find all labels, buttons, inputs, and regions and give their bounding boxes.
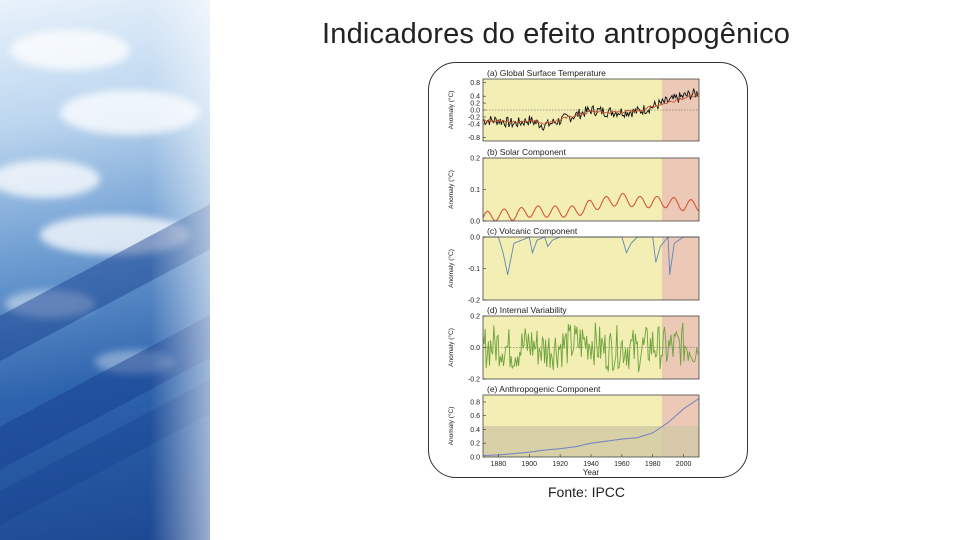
y-tick-label: 0.8 — [470, 399, 480, 406]
y-axis-label: Anomaly (°C) — [447, 91, 455, 130]
series-line-5-1 — [482, 397, 700, 457]
y-tick-label: 0.0 — [470, 345, 480, 352]
y-axis-label: Anomaly (°C) — [447, 170, 455, 209]
panel-title: (a) Global Surface Temperature — [487, 68, 606, 78]
period-background-recent — [661, 237, 699, 300]
period-background-recent — [661, 79, 699, 141]
x-tick-label: 1980 — [645, 461, 661, 468]
y-tick-label: -0.4 — [468, 121, 480, 128]
y-tick-label: 0.2 — [470, 314, 480, 321]
y-tick-label: 0.2 — [470, 156, 480, 163]
y-tick-label: -0.2 — [468, 298, 480, 305]
x-tick-label: 2000 — [676, 461, 692, 468]
y-tick-label: -0.8 — [468, 135, 480, 142]
y-axis-label: Anomaly (°C) — [447, 328, 455, 367]
y-tick-label: 0.2 — [470, 101, 480, 108]
y-axis-label: Anomaly (°C) — [447, 407, 455, 446]
period-background-early — [483, 237, 662, 300]
panel-title: (b) Solar Component — [487, 147, 567, 157]
period-background-early — [483, 158, 662, 221]
y-tick-label: 0.0 — [470, 108, 480, 115]
cloud — [0, 160, 100, 198]
y-tick-label: 0.0 — [470, 235, 480, 242]
y-tick-label: -0.2 — [468, 114, 480, 121]
anthropogenic-band — [483, 426, 699, 457]
y-tick-label: 0.0 — [470, 219, 480, 226]
ipcc-figure: 0.80.40.20.0-0.2-0.4-0.8(a) Global Surfa… — [447, 68, 700, 477]
period-background-early — [483, 316, 662, 379]
y-tick-label: 0.1 — [470, 187, 480, 194]
y-tick-label: 0.2 — [470, 441, 480, 448]
series-line-4-1 — [482, 322, 699, 373]
series-line-2-1 — [482, 192, 700, 222]
y-tick-label: 0.4 — [470, 94, 480, 101]
cloud — [10, 30, 130, 70]
page-title: Indicadores do efeito antropogênico — [322, 18, 791, 50]
panel-title: (c) Volcanic Component — [487, 226, 578, 236]
y-tick-label: 0.4 — [470, 427, 480, 434]
x-tick-label: 1900 — [521, 461, 537, 468]
cloud — [5, 290, 95, 318]
y-axis-label: Anomaly (°C) — [447, 249, 455, 288]
panel-title: (d) Internal Variability — [487, 305, 567, 315]
figure-frame: 0.8 0.4 0.2 0.0 -0.2 -0.4 -0.8 (a) Global Surfa… — [428, 62, 748, 478]
y-tick-label: 0.0 — [470, 455, 480, 462]
x-tick-label: 1940 — [583, 461, 599, 468]
panel-title: (e) Anthropogenic Component — [487, 384, 601, 394]
source-caption: Fonte: IPCC — [548, 484, 626, 500]
x-tick-label: 1920 — [552, 461, 568, 468]
y-tick-label: -0.1 — [468, 266, 480, 273]
background-fade — [150, 0, 410, 540]
period-background-early — [483, 79, 662, 141]
x-axis-label: Year — [583, 468, 600, 477]
x-tick-label: 1880 — [491, 461, 507, 468]
series-line-1-2 — [482, 93, 699, 125]
series-line-1-1 — [482, 88, 699, 131]
period-background-recent — [661, 158, 699, 221]
y-tick-label: 0.8 — [470, 80, 480, 87]
x-tick-label: 1960 — [614, 461, 630, 468]
y-tick-label: -0.2 — [468, 377, 480, 384]
y-tick-label: 0.6 — [470, 413, 480, 420]
